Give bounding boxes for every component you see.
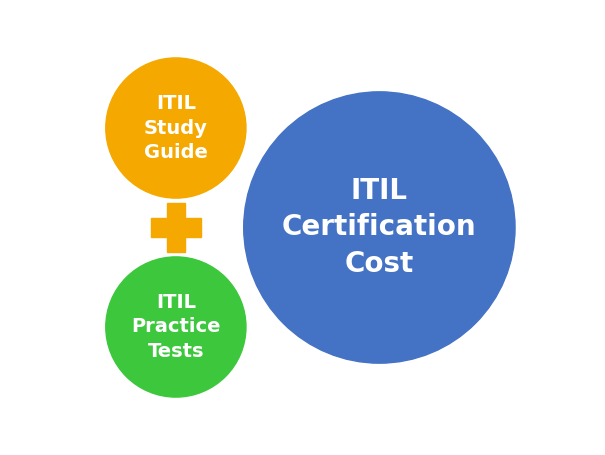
Bar xyxy=(167,202,185,253)
Circle shape xyxy=(106,257,246,397)
Text: ITIL
Practice
Tests: ITIL Practice Tests xyxy=(131,293,221,361)
Text: ITIL
Certification
Cost: ITIL Certification Cost xyxy=(282,177,477,278)
Circle shape xyxy=(244,92,515,363)
Text: ITIL
Study
Guide: ITIL Study Guide xyxy=(144,94,208,162)
FancyArrow shape xyxy=(255,202,298,253)
Bar xyxy=(151,218,201,237)
Circle shape xyxy=(106,58,246,198)
